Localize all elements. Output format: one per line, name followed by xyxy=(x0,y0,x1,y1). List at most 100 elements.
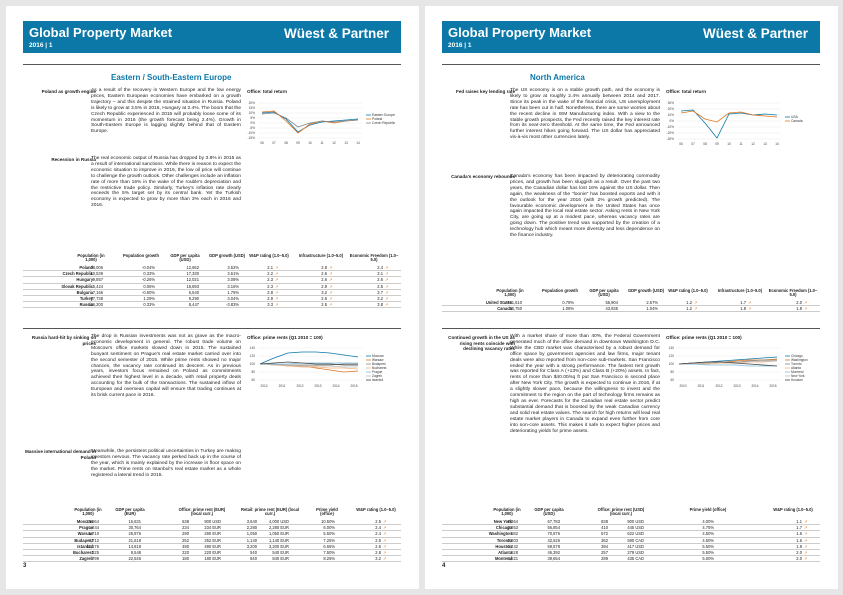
table-cell: 252 xyxy=(182,537,189,543)
x-tick: 12 xyxy=(751,142,755,146)
table-cell: 362 xyxy=(601,537,608,543)
x-tick: 2010 xyxy=(260,384,267,388)
table-cell: 1,710 xyxy=(88,531,99,537)
legend-label: Prague xyxy=(372,370,383,374)
row-label: Bucharest xyxy=(72,550,93,555)
row-label: Washington xyxy=(488,531,512,537)
trend-arrow-icon: ↗ xyxy=(329,265,333,270)
table-cell: 2.4 xyxy=(377,265,383,270)
table-cell: 0.78% xyxy=(562,300,574,305)
y-tick: -30% xyxy=(667,137,675,141)
trend-arrow-icon: ↗ xyxy=(383,519,387,524)
trend-arrow-icon: ↗ xyxy=(804,550,808,555)
total-return-chart: 20%15%10%5%0%-5%-10%-15% 06 07 08 09 10 11 12 1… xyxy=(248,101,396,145)
table-cell: 220 EUR xyxy=(204,550,221,555)
table-cell: 46,392 xyxy=(547,550,560,555)
page-right: Global Property Market 2016 | 1 Wüest & … xyxy=(425,6,838,589)
table-cell: 840 xyxy=(250,556,257,562)
table-cell: -3.83% xyxy=(226,302,239,308)
y-tick: -10% xyxy=(248,131,256,135)
column-header: Population growth xyxy=(123,253,159,258)
table-cell: 9,548 xyxy=(130,550,141,555)
table-cell: 3.2 xyxy=(375,556,381,562)
trend-arrow-icon: ↗ xyxy=(385,289,389,295)
trend-arrow-icon: ↗ xyxy=(275,271,279,277)
table-cell: 2,280 xyxy=(246,525,257,531)
table-cell: 572 xyxy=(601,531,608,537)
side-heading: Fed raises key lending rate xyxy=(456,89,515,94)
table-cell: 1.9 xyxy=(796,543,802,549)
trend-arrow-icon: ↗ xyxy=(748,300,752,305)
table-cell: 234 EUR xyxy=(204,525,221,531)
table-cell: 3.2 xyxy=(377,296,383,301)
table-cell: 70,876 xyxy=(547,531,560,537)
table-cell: 9,290 xyxy=(188,296,199,301)
legend-label: Montreal xyxy=(791,370,804,374)
table-cell: 435 CAD xyxy=(627,556,644,562)
legend-label: Czech Republic xyxy=(372,121,395,125)
chart-title: Office: prime rents (Q1 2010 = 100) xyxy=(247,335,323,340)
table-cell: 9,857 xyxy=(92,277,103,283)
side-heading: Continued growth in the US as rising ren… xyxy=(448,335,515,352)
table-cell: 35,750 xyxy=(509,306,522,312)
table-cell: 2.0 xyxy=(796,556,802,562)
table-cell: 1.6 xyxy=(796,537,802,543)
table-cell: 2.5 xyxy=(321,302,327,308)
series-line xyxy=(260,362,358,365)
row-label: Chicago xyxy=(495,525,512,531)
country-table: Population (in 1,000) Population growth … xyxy=(23,253,401,324)
table-row: Houston 2,242 59,578 394 417 USD 5.50% 1.9 ↗ xyxy=(442,544,820,550)
legend-label: Budapest xyxy=(372,362,386,366)
table-cell: 4.50% xyxy=(702,531,714,537)
table-cell: 77,738 xyxy=(90,296,103,301)
trend-arrow-icon: ↗ xyxy=(385,265,389,270)
table-cell: 3.2 xyxy=(321,289,327,295)
y-tick: 30% xyxy=(668,101,675,105)
column-header: GDP per capita (EUR) xyxy=(115,507,145,517)
body-text: The real economic output of Russia has d… xyxy=(91,156,241,209)
table-cell: 38,006 xyxy=(90,265,103,270)
column-header: W&P rating (1.0–5.0) xyxy=(356,507,396,512)
table-cell: 26,876 xyxy=(128,531,141,537)
table-cell: 1.08% xyxy=(562,306,574,312)
side-heading: Recession in Russia xyxy=(51,157,96,162)
table-cell: 2.5 xyxy=(375,519,381,524)
y-tick: 80 xyxy=(251,370,255,374)
x-tick: 10 xyxy=(308,141,312,145)
trend-arrow-icon: ↗ xyxy=(385,302,389,308)
section-title: Eastern / South-Eastern Europe xyxy=(111,73,232,82)
table-cell: 1.7 xyxy=(740,300,746,305)
table-cell: 1,712 xyxy=(88,537,99,543)
trend-arrow-icon: ↗ xyxy=(748,306,752,312)
table-cell: 2.1 xyxy=(267,265,273,270)
x-tick: 06 xyxy=(679,142,683,146)
legend-label: Houston xyxy=(791,378,803,382)
table-cell: 490 EUR xyxy=(204,543,221,549)
table-cell: 180 EUR xyxy=(204,556,221,562)
table-cell: 1.8 xyxy=(796,306,802,312)
table-row: Moscow 10,564 16,631 638 900 USD 3,640 4,000 U… xyxy=(23,519,401,526)
chart-title: Office: total return xyxy=(666,89,707,94)
table-cell: 10,564 xyxy=(86,519,99,524)
body-text: The drop in Russian investments was not … xyxy=(91,334,241,399)
column-header: Prime yield (office) xyxy=(689,507,727,512)
y-tick: 0% xyxy=(669,119,674,123)
table-cell: 0.33% xyxy=(143,271,155,277)
y-tick: -5% xyxy=(249,126,255,130)
x-tick: 2013 xyxy=(733,384,740,388)
table-cell: 3,200 xyxy=(246,543,257,549)
table-cell: 3,200 EUR xyxy=(268,543,289,549)
table-cell: 2.8 xyxy=(375,550,381,555)
table-cell: 1,621 xyxy=(507,556,518,562)
trend-arrow-icon: ↗ xyxy=(275,289,279,295)
x-tick: 2015 xyxy=(350,384,357,388)
trend-arrow-icon: ↗ xyxy=(804,531,808,537)
table-cell: 17,330 xyxy=(186,271,199,277)
x-tick: 08 xyxy=(284,141,288,145)
legend-label: Moscow xyxy=(372,354,384,358)
column-header: Population (in 1,000) xyxy=(77,253,105,263)
row-label: Moscow xyxy=(76,519,93,524)
trend-arrow-icon: ↗ xyxy=(329,271,333,277)
y-tick: 60 xyxy=(670,378,674,382)
table-cell: 2.6 xyxy=(321,271,327,277)
